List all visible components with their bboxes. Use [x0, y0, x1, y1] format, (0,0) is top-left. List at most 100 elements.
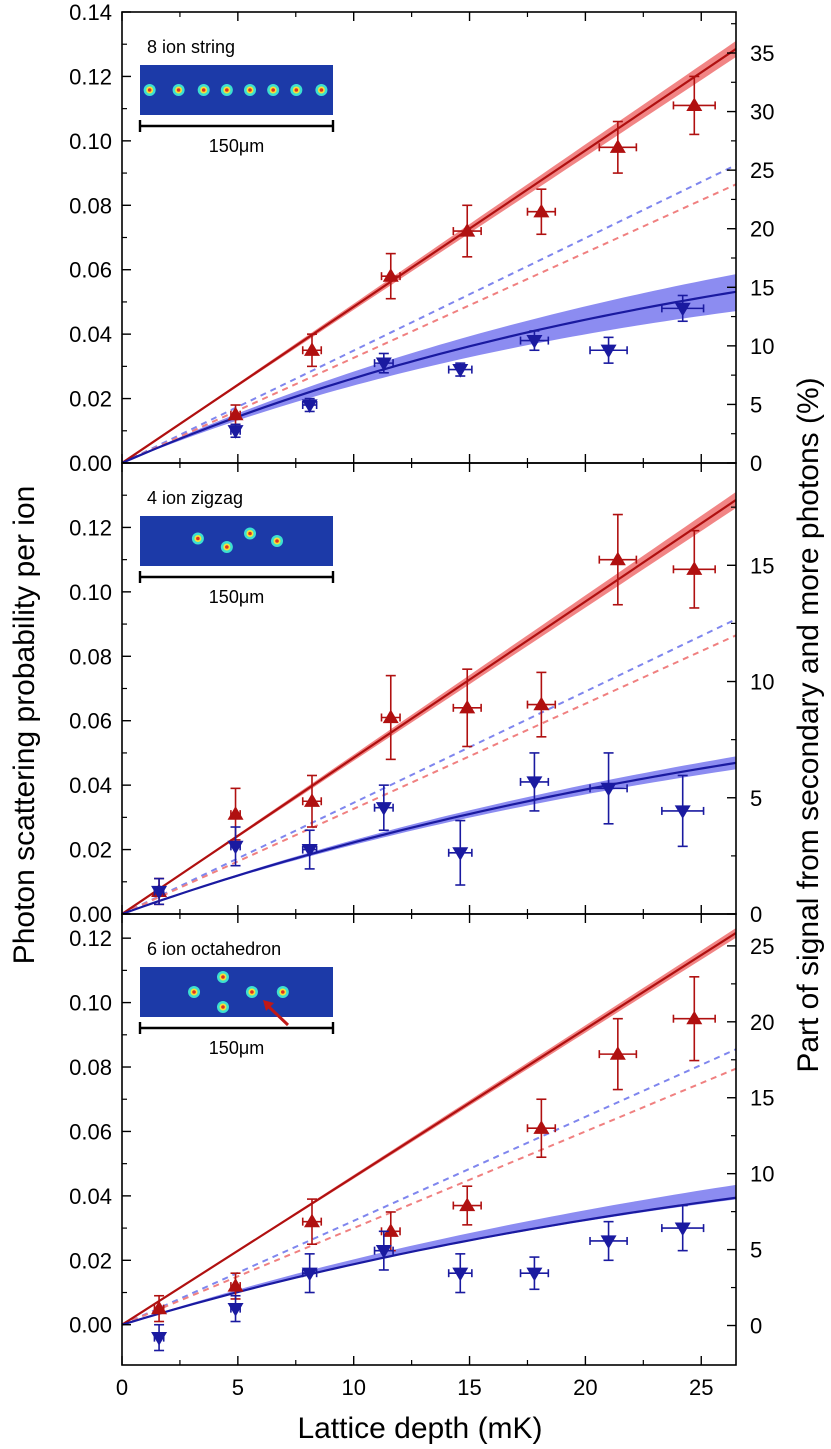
blue-fit-band — [122, 1184, 736, 1325]
blue-data-point — [526, 334, 543, 349]
y-tick-label: 0.04 — [69, 322, 112, 347]
ion-spot-center — [221, 1005, 225, 1009]
right-y-tick-label: 25 — [750, 158, 774, 183]
ion-spot-center — [250, 990, 254, 994]
red-data-point — [382, 268, 399, 282]
y-tick-label: 0.12 — [69, 515, 112, 540]
blue-data-point — [375, 1245, 392, 1259]
red-data-point — [227, 406, 244, 421]
red-data-point — [459, 1197, 476, 1212]
red-data-point — [303, 1213, 320, 1228]
y-tick-label: 0.08 — [69, 644, 112, 669]
plot-area — [122, 40, 736, 463]
red-data-point — [533, 1120, 550, 1134]
red-data-point — [303, 793, 320, 807]
blue-data-point — [375, 357, 392, 372]
right-y-tick-label: 0 — [750, 451, 762, 476]
red-dashed-line — [122, 183, 736, 463]
x-tick-label: 0 — [116, 1375, 128, 1400]
blue-data-point — [452, 363, 469, 378]
red-data-point — [686, 561, 703, 575]
chart-panel-1: 0.00 0.02 0.04 0.06 0.08 0.10 0.12 0.14 0 5 10 15 20… — [69, 0, 774, 476]
red-data-point — [686, 97, 703, 112]
right-y-tick-label: 20 — [750, 217, 774, 242]
y-tick-label: 0.02 — [69, 1248, 112, 1273]
y-tick-label: 0.00 — [69, 451, 112, 476]
blue-series — [227, 294, 705, 439]
y-tick-label: 0.08 — [69, 1055, 112, 1080]
ion-spot-center — [196, 536, 200, 541]
blue-dashed-line — [122, 618, 736, 914]
ion-spot-center — [294, 88, 299, 92]
y-tick-label: 0.10 — [69, 129, 112, 154]
red-data-point — [382, 709, 399, 724]
red-data-point — [151, 1300, 168, 1315]
blue-fit-line — [122, 761, 736, 914]
right-y-tick-label: 0 — [750, 1314, 762, 1339]
red-data-point — [533, 696, 550, 711]
red-data-point — [303, 342, 320, 356]
ion-image-inset — [140, 516, 333, 566]
y-tick-label: 0.12 — [69, 64, 112, 89]
y-tick-label: 0.14 — [69, 0, 112, 25]
y-tick-label: 0.10 — [69, 991, 112, 1016]
blue-data-point — [301, 843, 318, 858]
right-y-tick-label: 5 — [750, 1238, 762, 1263]
red-dashed-line — [122, 634, 736, 914]
y-tick-label: 0.08 — [69, 193, 112, 218]
chart-panel-2: 0.00 0.02 0.04 0.06 0.08 0.10 0.12 0 5 10 15 4 ion … — [69, 462, 774, 927]
y-tick-label: 0.04 — [69, 1184, 112, 1209]
y-tick-label: 0.10 — [69, 580, 112, 605]
blue-series — [151, 752, 705, 906]
blue-dashed-line — [122, 164, 736, 463]
right-y-tick-label: 5 — [750, 786, 762, 811]
blue-data-point — [301, 399, 318, 414]
plot-area — [122, 491, 736, 914]
y-tick-label: 0.02 — [69, 387, 112, 412]
y-tick-label: 0.06 — [69, 709, 112, 734]
right-y-tick-label: 5 — [750, 392, 762, 417]
y-tick-label: 0.04 — [69, 773, 112, 798]
blue-dashed-line — [122, 1048, 736, 1326]
x-tick-label: 15 — [457, 1375, 481, 1400]
red-fit-line — [122, 499, 736, 914]
left-y-axis-title: Photon scattering probability per ion — [8, 486, 41, 965]
red-data-point — [609, 551, 626, 566]
red-fit-band — [122, 491, 736, 914]
x-tick-label: 5 — [232, 1375, 244, 1400]
blue-fit-line — [122, 1196, 736, 1326]
right-y-tick-label: 30 — [750, 100, 774, 125]
ion-spot-center — [221, 975, 225, 979]
inset-background — [140, 967, 333, 1017]
blue-data-point — [674, 805, 691, 819]
x-axis-title: Lattice depth (mK) — [297, 1412, 542, 1445]
panel-label: 8 ion string — [147, 37, 235, 57]
blue-data-point — [227, 425, 244, 439]
right-y-tick-label: 15 — [750, 275, 774, 300]
y-tick-label: 0.06 — [69, 258, 112, 283]
red-fit-line — [122, 48, 736, 463]
red-data-point — [227, 806, 244, 820]
blue-data-point — [526, 776, 543, 790]
ion-spot-center — [275, 539, 279, 543]
ion-spot-center — [281, 990, 285, 994]
blue-data-point — [674, 302, 691, 317]
ion-image-inset — [140, 65, 333, 115]
blue-series — [151, 1204, 705, 1352]
ion-spot-center — [225, 88, 229, 92]
blue-data-point — [526, 1267, 543, 1282]
blue-fit-band — [122, 274, 736, 463]
right-y-tick-label: 35 — [750, 41, 774, 66]
blue-data-point — [452, 847, 469, 861]
ion-spot-center — [271, 88, 275, 92]
ion-spot-center — [248, 531, 252, 536]
ion-spot-center — [248, 88, 252, 92]
x-tick-label: 20 — [573, 1375, 597, 1400]
y-tick-label: 0.00 — [69, 902, 112, 927]
blue-data-point — [301, 1267, 318, 1282]
arrow-head-icon — [263, 1000, 274, 1011]
red-data-point — [533, 203, 550, 218]
red-series — [151, 976, 716, 1323]
inset-background — [140, 516, 333, 566]
